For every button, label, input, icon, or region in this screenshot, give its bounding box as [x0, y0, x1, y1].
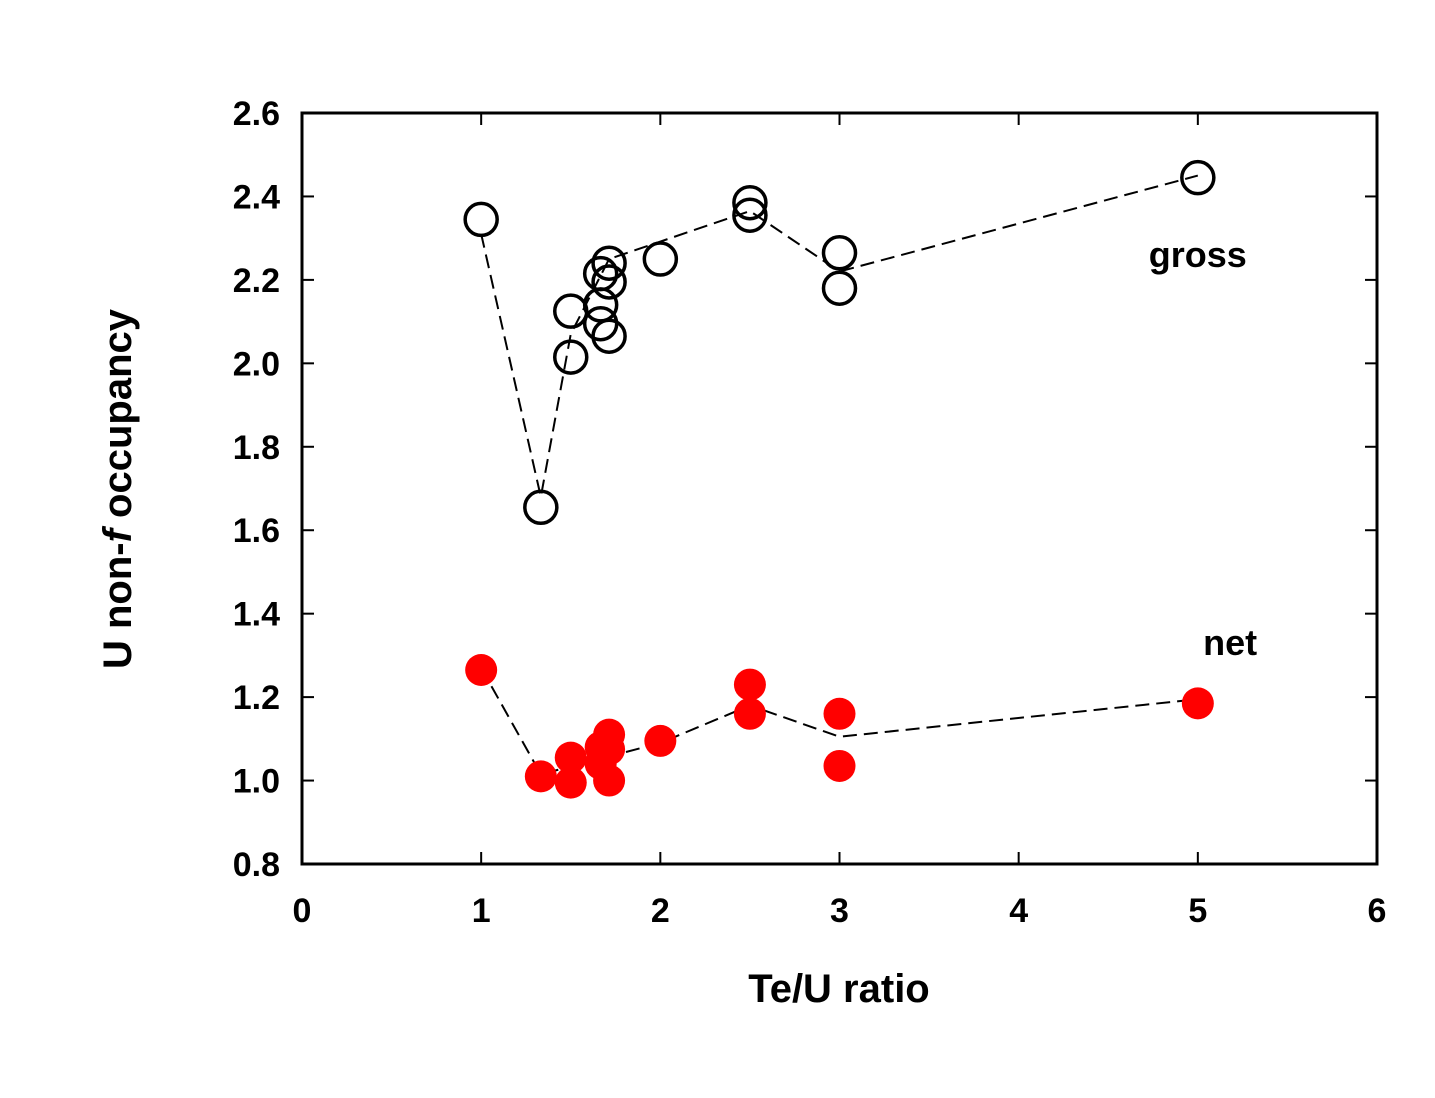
y-tick-label: 1.6 [233, 512, 280, 550]
y-tick-label: 0.8 [233, 846, 280, 884]
x-tick-label: 4 [1009, 892, 1028, 930]
gross-data-point [821, 235, 858, 271]
annotation-gross: gross [1149, 234, 1247, 275]
x-tick-label: 2 [651, 892, 670, 930]
net-trend-line [480, 667, 1198, 776]
annotation-net: net [1203, 622, 1257, 663]
y-tick-label: 2.2 [233, 262, 280, 300]
x-tick-label: 6 [1368, 892, 1387, 930]
net-data-point [554, 741, 587, 774]
net-data-point [733, 697, 766, 730]
gross-data-point [463, 201, 499, 238]
net-data-point [823, 697, 856, 730]
net-data-point [1181, 687, 1214, 720]
y-axis-title: U non-f occupancy [96, 308, 140, 669]
gross-data-point [523, 489, 559, 526]
y-axis-title-part-1: U non- [96, 542, 140, 669]
y-tick-label: 1.4 [233, 596, 280, 634]
gross-data-point [553, 293, 589, 329]
x-tick-label: 1 [472, 892, 491, 930]
y-tick-label: 1.2 [233, 679, 280, 717]
gross-data-point [553, 339, 589, 375]
y-tick-label: 1.8 [233, 429, 280, 467]
x-tick-label: 0 [293, 892, 312, 930]
annotations: gross net [1149, 234, 1257, 663]
y-tick-label: 1.0 [233, 763, 280, 801]
data-points [463, 159, 1216, 799]
y-tick-label: 2.0 [233, 345, 280, 383]
gross-data-point [732, 197, 768, 233]
gross-data-point [732, 184, 768, 221]
gross-data-point [582, 255, 619, 292]
gross-data-point [821, 270, 858, 306]
gross-data-point [591, 245, 627, 281]
gross-data-point [642, 241, 679, 277]
x-tick-label: 5 [1188, 892, 1207, 930]
net-data-point [593, 764, 626, 797]
net-data-point [593, 733, 626, 766]
gross-data-point [591, 318, 627, 354]
x-tick-label: 3 [830, 892, 849, 930]
net-data-point [733, 668, 766, 701]
x-axis-title: Te/U ratio [748, 967, 930, 1011]
net-data-point [554, 766, 587, 799]
net-data-point [823, 749, 856, 782]
y-tick-label: 2.6 [233, 95, 280, 133]
y-axis-title-part-3: occupancy [96, 308, 140, 529]
gross-data-point [1180, 159, 1216, 196]
trend-lines [480, 174, 1199, 776]
net-data-point [524, 760, 557, 793]
axis-ticks: 0 1 2 3 4 5 6 0.8 1.0 1.2 1.4 1.6 1.8 2.0 2.2 2.4 2.6 [233, 95, 1387, 930]
y-axis-title-italic-f: f [96, 525, 140, 542]
y-tick-label: 2.4 [233, 178, 280, 216]
gross-data-point [591, 264, 627, 300]
net-data-point [465, 653, 498, 686]
net-data-point [644, 724, 677, 757]
